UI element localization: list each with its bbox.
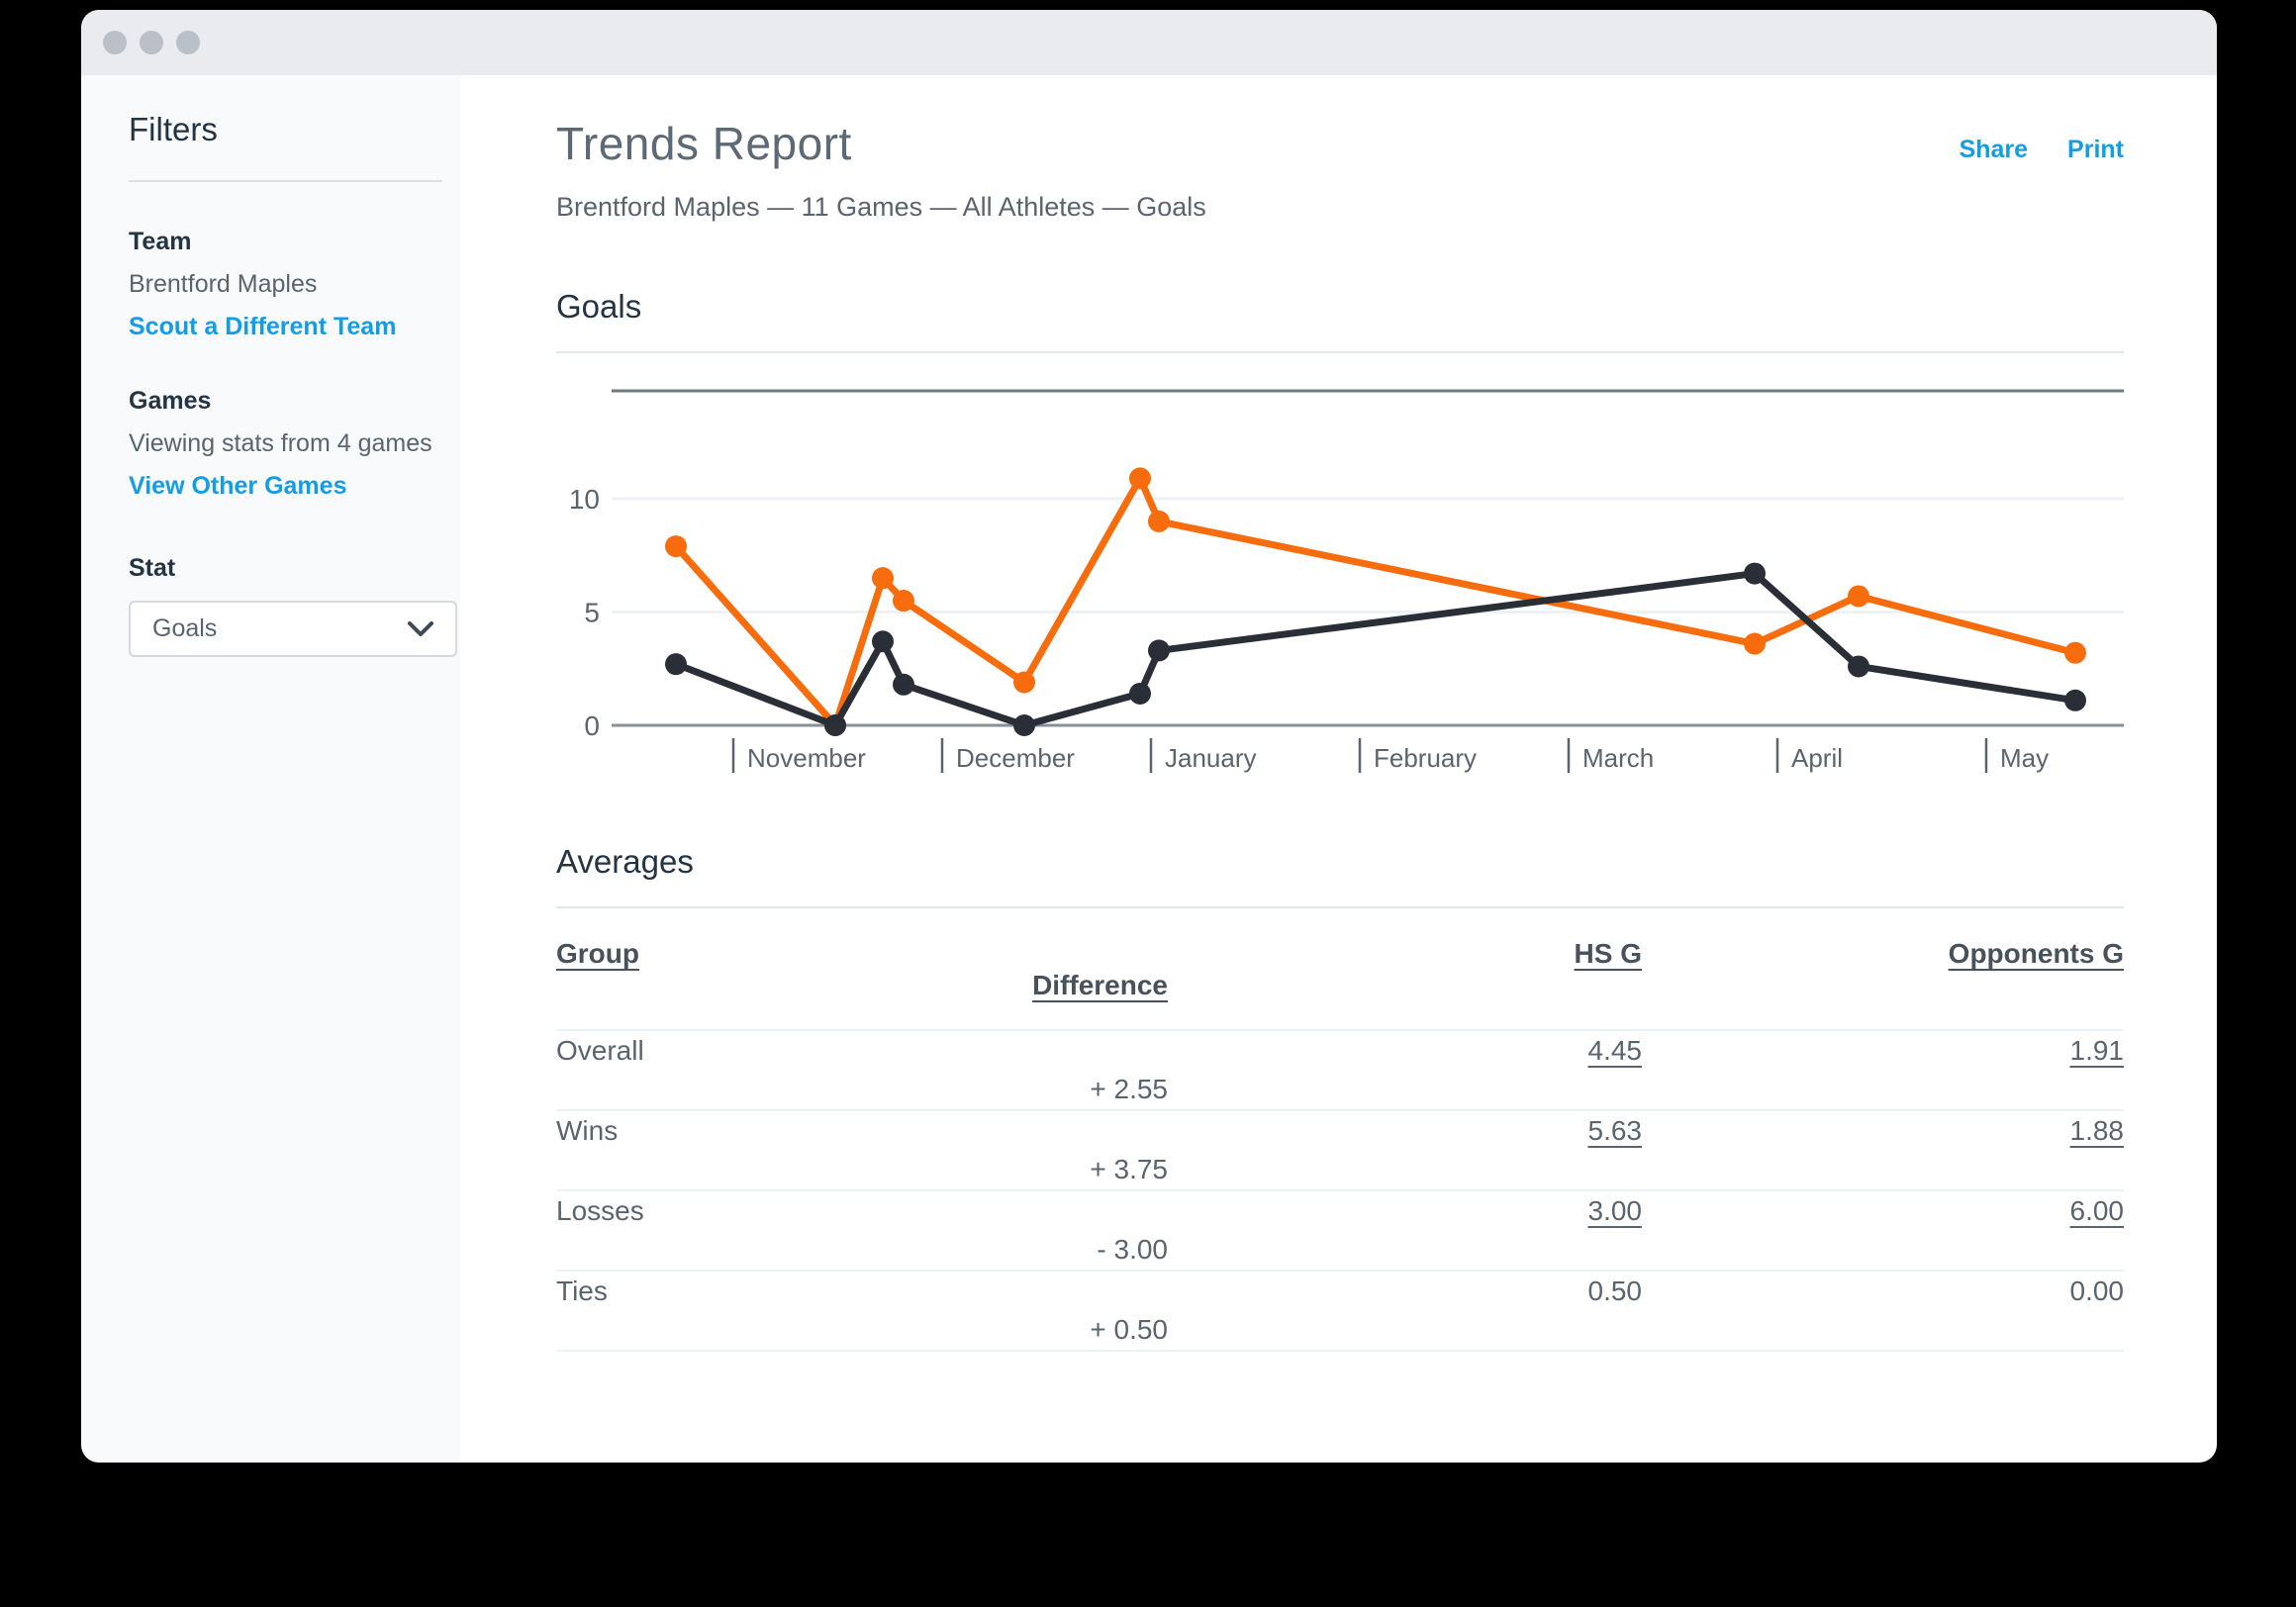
row-label: Overall	[556, 1034, 644, 1066]
opponents-goals-point[interactable]	[1129, 682, 1151, 705]
window-titlebar	[81, 10, 2217, 75]
hs-goals-point[interactable]	[1013, 671, 1035, 694]
table-row: Overall 4.45 1.91 + 2.55	[556, 1031, 2124, 1111]
averages-heading: Averages	[556, 843, 694, 880]
hs-goals-point[interactable]	[1129, 467, 1151, 490]
games-filter-label: Games	[129, 387, 212, 415]
y-tick-label: 5	[584, 598, 600, 628]
hs-goals-point[interactable]	[1744, 632, 1766, 655]
filters-heading: Filters	[129, 111, 218, 147]
column-header-opponents-g[interactable]: Opponents G	[1948, 938, 2124, 969]
hs-goals-point[interactable]	[665, 535, 687, 558]
x-tick-label: January	[1165, 743, 1257, 773]
x-tick-label: December	[956, 743, 1075, 773]
y-tick-label: 10	[569, 484, 600, 515]
stat-select-value: Goals	[152, 614, 218, 642]
opponents-goals-point[interactable]	[2064, 689, 2086, 711]
hs-goals-point[interactable]	[2064, 641, 2086, 664]
row-label: Losses	[556, 1194, 644, 1226]
table-header-row: Group HS G Opponents G Difference	[556, 908, 2124, 1031]
window-control-dot[interactable]	[176, 31, 200, 54]
opponents-g-value: 0.00	[2069, 1275, 2125, 1306]
hs-goals-point[interactable]	[1848, 585, 1869, 608]
games-filter-group: Games Viewing stats from 4 games View Ot…	[129, 387, 442, 501]
opponents-g-value-link[interactable]: 6.00	[2069, 1194, 2125, 1226]
table-row: Wins 5.63 1.88 + 3.75	[556, 1111, 2124, 1191]
filters-sidebar: Filters Team Brentford Maples Scout a Di…	[81, 75, 460, 1463]
opponents-goals-point[interactable]	[665, 653, 687, 676]
team-filter-group: Team Brentford Maples Scout a Different …	[129, 228, 442, 341]
column-header-hs-g[interactable]: HS G	[1574, 938, 1642, 969]
hs-goals-point[interactable]	[1148, 510, 1170, 532]
view-other-games-link[interactable]: View Other Games	[129, 472, 347, 500]
x-tick-label: March	[1582, 743, 1654, 773]
team-filter-value: Brentford Maples	[129, 270, 318, 298]
sidebar-divider	[129, 180, 442, 182]
team-filter-label: Team	[129, 228, 192, 255]
print-button[interactable]: Print	[2067, 136, 2124, 163]
difference-value: + 0.50	[1090, 1314, 1168, 1346]
hs-goals-point[interactable]	[893, 590, 914, 613]
opponents-goals-point[interactable]	[893, 673, 914, 696]
goals-chart: November December January February March Apri…	[569, 389, 2124, 773]
hs-g-value-link[interactable]: 5.63	[1587, 1114, 1643, 1146]
opponents-goals-point[interactable]	[1013, 714, 1035, 736]
scout-different-team-link[interactable]: Scout a Different Team	[129, 313, 397, 340]
x-tick-label: November	[747, 743, 866, 773]
goals-chart-container: November December January February March Apri…	[556, 353, 2124, 784]
table-row: Ties 0.50 0.00 + 0.50	[556, 1272, 2124, 1352]
y-tick-label: 0	[584, 710, 600, 741]
hs-g-value-link[interactable]: 3.00	[1587, 1194, 1643, 1226]
difference-value: + 2.55	[1090, 1074, 1168, 1105]
app-window: Filters Team Brentford Maples Scout a Di…	[81, 10, 2217, 1463]
column-header-group[interactable]: Group	[556, 938, 639, 969]
report-subtitle: Brentford Maples — 11 Games — All Athlet…	[556, 192, 1206, 222]
hs-g-value-link[interactable]: 4.45	[1587, 1034, 1643, 1066]
x-tick-label: April	[1791, 743, 1843, 773]
hs-goals-point[interactable]	[872, 567, 894, 590]
opponents-g-value-link[interactable]: 1.91	[2069, 1034, 2125, 1066]
stat-select[interactable]: Goals	[129, 601, 457, 657]
page-title: Trends Report	[556, 118, 852, 169]
share-button[interactable]: Share	[1959, 136, 2029, 163]
opponents-goals-point[interactable]	[1744, 562, 1766, 585]
opponents-g-value-link[interactable]: 1.88	[2069, 1114, 2125, 1146]
opponents-goals-point[interactable]	[824, 714, 846, 736]
row-label: Wins	[556, 1114, 619, 1146]
report-main: Trends Report Share Print Brentford Mapl…	[460, 75, 2217, 1463]
averages-divider	[556, 906, 2124, 908]
stat-filter-label: Stat	[129, 554, 176, 582]
column-header-difference[interactable]: Difference	[1032, 970, 1168, 1000]
chart-section-divider	[556, 351, 2124, 353]
averages-table: Group HS G Opponents G Difference Overal…	[556, 908, 2124, 1352]
difference-value: + 3.75	[1090, 1154, 1168, 1185]
chevron-down-icon	[408, 620, 433, 637]
row-label: Ties	[556, 1275, 608, 1306]
opponents-goals-point[interactable]	[1848, 655, 1869, 678]
opponents-goals-point[interactable]	[872, 630, 894, 653]
opponents-goals-line	[672, 570, 2079, 729]
difference-value: - 3.00	[1097, 1234, 1168, 1266]
stat-filter-group: Stat Goals	[129, 554, 457, 657]
games-filter-value: Viewing stats from 4 games	[129, 429, 432, 457]
table-row: Losses 3.00 6.00 - 3.00	[556, 1191, 2124, 1272]
x-tick-label: May	[2000, 743, 2049, 773]
window-control-dot[interactable]	[140, 31, 163, 54]
chart-section-heading: Goals	[556, 288, 642, 325]
x-tick-label: February	[1374, 743, 1477, 773]
opponents-goals-point[interactable]	[1148, 639, 1170, 662]
hs-g-value: 0.50	[1587, 1275, 1643, 1306]
window-control-dot[interactable]	[103, 31, 127, 54]
